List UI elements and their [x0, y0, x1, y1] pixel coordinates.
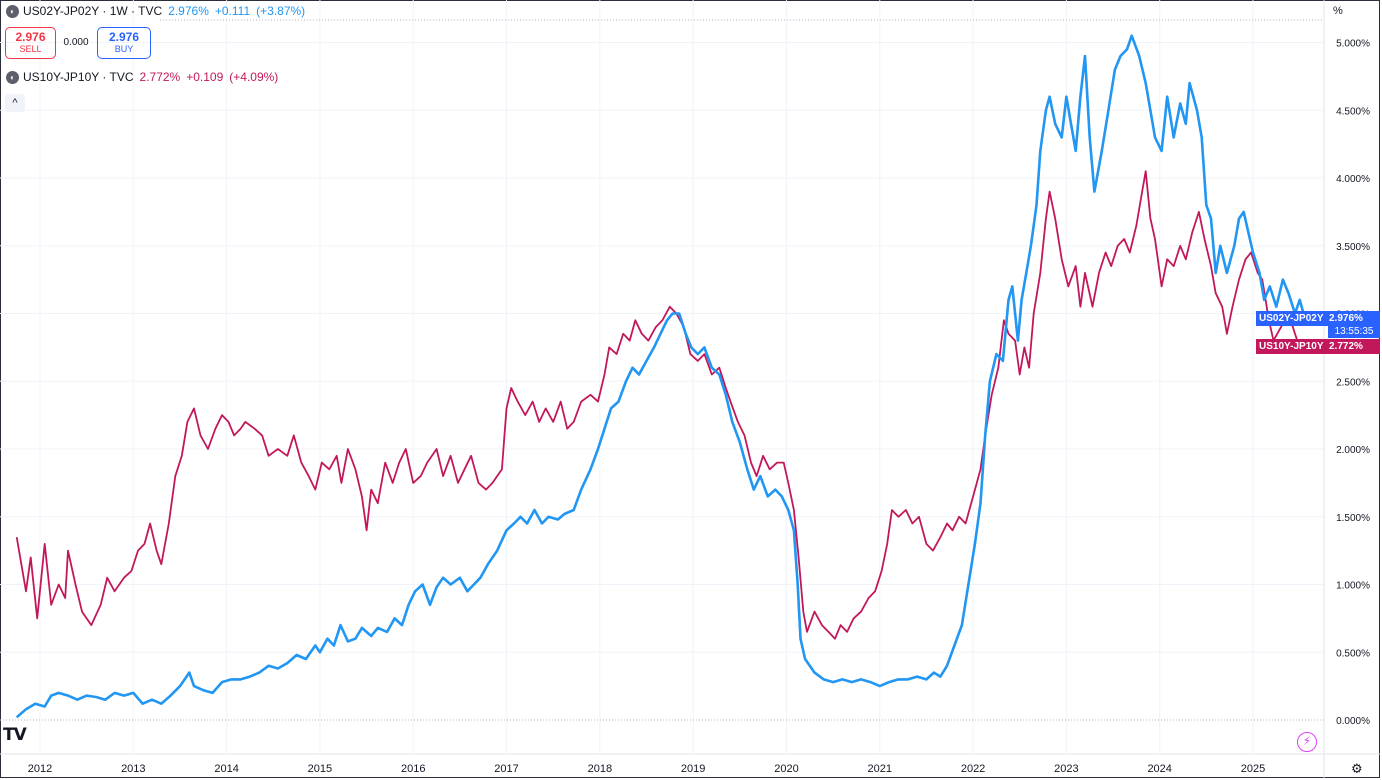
price-unit-label: %: [1333, 5, 1343, 17]
us10y-series-icon: ◐: [6, 70, 19, 84]
series-line-us02y-jp02y[interactable]: [15, 34, 1306, 719]
y-tick-label: 4.500%: [1336, 106, 1370, 117]
grid-lines: [0, 0, 1324, 754]
legend-secondary[interactable]: ◐ US10Y-JP10Y · TVC 2.772% +0.109 (+4.09…: [6, 70, 278, 84]
x-tick-label: 2023: [1054, 763, 1078, 775]
x-tick-label: 2018: [588, 763, 612, 775]
sell-label: SELL: [19, 44, 42, 54]
buy-price: 2.976: [108, 30, 140, 44]
x-tick-label: 2019: [681, 763, 705, 775]
legend-primary[interactable]: ◐ US02Y-JP02Y · 1W · TVC 2.976% +0.111 (…: [6, 4, 305, 18]
y-tick-label: 1.000%: [1336, 581, 1370, 592]
x-tick-label: 2021: [868, 763, 892, 775]
sell-price: 2.976: [15, 30, 46, 44]
price-label-us10y-value: 2.772%: [1329, 341, 1363, 352]
x-tick-label: 2025: [1241, 763, 1265, 775]
y-tick-label: 0.500%: [1336, 648, 1370, 659]
y-tick-label: 5.000%: [1336, 39, 1370, 50]
x-tick-label: 2016: [401, 763, 425, 775]
legend-primary-name: US02Y-JP02Y · 1W · TVC: [23, 4, 163, 18]
y-tick-label: 3.500%: [1336, 242, 1370, 253]
x-tick-label: 2012: [28, 763, 52, 775]
gear-icon[interactable]: ⚙: [1351, 761, 1363, 776]
price-label-us02y: US02Y-JP02Y 2.976%: [1256, 311, 1380, 326]
y-tick-label: 0.000%: [1336, 716, 1370, 727]
y-tick-label: 2.500%: [1336, 377, 1370, 388]
y-tick-label: 1.500%: [1336, 513, 1370, 524]
series-line-us10y-jp10y[interactable]: [15, 170, 1305, 640]
collapse-legend-button[interactable]: ^: [5, 94, 25, 112]
legend-primary-change: +0.111: [214, 4, 251, 18]
legend-primary-change-pct: (+3.87%): [256, 4, 306, 18]
sell-button[interactable]: 2.976 SELL: [5, 27, 56, 59]
price-label-countdown: 13:55:35: [1328, 325, 1380, 338]
us02y-series-icon: ◐: [6, 4, 19, 18]
series-lines: [15, 34, 1306, 719]
x-tick-label: 2014: [214, 763, 238, 775]
y-tick-label: 2.000%: [1336, 445, 1370, 456]
y-tick-label: 4.000%: [1336, 174, 1370, 185]
price-label-us10y: US10Y-JP10Y 2.772%: [1256, 339, 1380, 354]
buy-label: BUY: [114, 44, 134, 54]
lightning-icon[interactable]: ⚡: [1297, 732, 1317, 752]
spread-value: 0.000: [63, 37, 89, 48]
x-tick-label: 2013: [121, 763, 145, 775]
legend-secondary-change: +0.109: [186, 70, 224, 84]
x-tick-label: 2022: [961, 763, 985, 775]
legend-secondary-change-pct: (+4.09%): [229, 70, 279, 84]
x-tick-label: 2015: [308, 763, 332, 775]
tradingview-logo-icon: TV: [3, 725, 27, 745]
x-tick-label: 2017: [494, 763, 518, 775]
legend-secondary-value: 2.772%: [139, 70, 181, 84]
legend-secondary-name: US10Y-JP10Y · TVC: [23, 70, 134, 84]
price-label-us10y-symbol: US10Y-JP10Y: [1259, 341, 1324, 352]
price-label-us02y-value: 2.976%: [1329, 313, 1363, 324]
x-tick-label: 2020: [774, 763, 798, 775]
time-axis: 2012 2013 2014 2015 2016 2017 2018 2019 2020 2021…: [28, 763, 1265, 775]
legend-primary-value: 2.976%: [168, 4, 209, 18]
price-axis: 0.000%0.500%1.000%1.500%2.000%2.500%3.00…: [1336, 39, 1370, 728]
buy-button[interactable]: 2.976 BUY: [97, 27, 151, 59]
price-label-us02y-symbol: US02Y-JP02Y: [1259, 313, 1324, 324]
x-tick-label: 2024: [1147, 763, 1171, 775]
